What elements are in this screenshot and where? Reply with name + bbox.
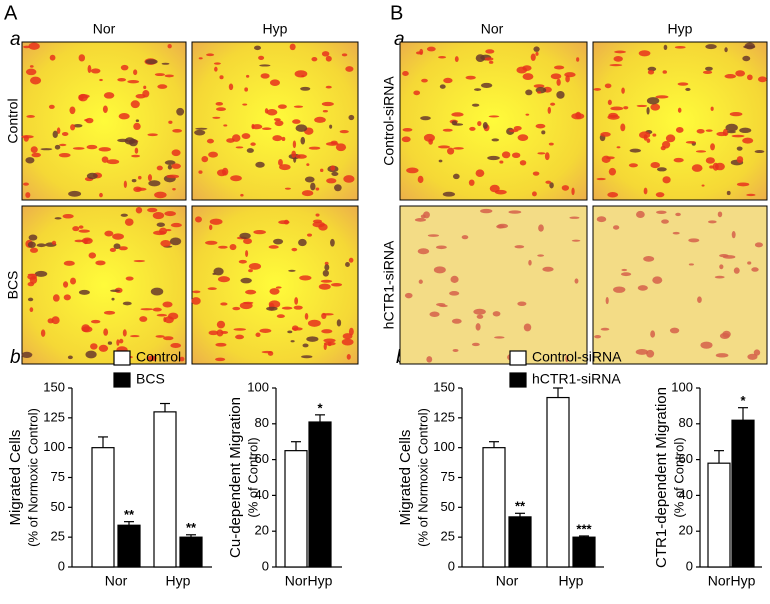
x-tick-label: Nor: [105, 573, 128, 589]
micrograph: [399, 205, 588, 365]
y-tick-label: 150: [43, 379, 65, 394]
legend-swatch: [113, 350, 131, 366]
y-tick-label: 60: [255, 451, 269, 466]
x-tick-label: Hyp: [559, 573, 584, 589]
bar: [508, 516, 532, 568]
bar: [731, 419, 755, 568]
x-tick-label: Hyp: [166, 573, 191, 589]
bar: [91, 447, 115, 568]
y-tick-label: 25: [441, 529, 455, 544]
bar: [153, 411, 177, 568]
legend-swatch: [509, 372, 527, 388]
row-label: BCS: [5, 271, 21, 300]
y-tick-label: 100: [247, 379, 269, 394]
y-tick-label: 50: [441, 499, 455, 514]
y-tick-label: 0: [686, 558, 693, 573]
y-tick-label: 100: [433, 439, 455, 454]
y-tick-label: 150: [433, 379, 455, 394]
bar: [308, 421, 332, 568]
y-axis-label: (% of Control): [245, 437, 260, 517]
significance-label: **: [124, 507, 135, 522]
column-label: Hyp: [263, 21, 288, 37]
y-tick-label: 40: [679, 487, 693, 502]
bar: [572, 536, 596, 568]
y-axis-label: (% of Control): [671, 437, 686, 517]
micrograph: [21, 41, 187, 201]
column-label: Nor: [481, 21, 504, 37]
x-tick-label: Nor: [496, 573, 519, 589]
micrograph: [191, 41, 359, 201]
y-axis-label: Cu-dependent Migration: [227, 397, 244, 558]
micrograph: [592, 205, 768, 365]
legend-label: Control: [136, 349, 181, 365]
legend-label: hCTR1-siRNA: [532, 371, 621, 387]
significance-label: ***: [576, 521, 592, 536]
y-axis-label: (% of Normoxic Control): [415, 408, 430, 547]
y-tick-label: 50: [51, 499, 65, 514]
y-axis-label: Migrated Cells: [7, 430, 24, 526]
x-tick-label: Hyp: [731, 573, 756, 589]
y-tick-label: 40: [255, 487, 269, 502]
y-tick-label: 20: [679, 523, 693, 538]
y-axis-label: CTR1-dependent Migration: [653, 387, 670, 568]
sub-label: b: [10, 347, 21, 368]
y-tick-label: 80: [255, 415, 269, 430]
bar: [707, 462, 731, 568]
y-tick-label: 125: [433, 409, 455, 424]
y-tick-label: 75: [51, 469, 65, 484]
y-axis-label: Migrated Cells: [397, 430, 414, 526]
row-label: Control-siRNA: [381, 76, 397, 166]
x-tick-label: Nor: [285, 573, 308, 589]
significance-label: **: [515, 499, 526, 514]
significance-label: *: [317, 400, 323, 415]
y-tick-label: 100: [43, 439, 65, 454]
panel-letter: B: [390, 2, 403, 24]
bar: [546, 396, 570, 568]
significance-label: **: [186, 520, 197, 535]
micrograph: [592, 41, 768, 201]
y-tick-label: 75: [441, 469, 455, 484]
y-tick-label: 0: [262, 558, 269, 573]
sub-label: a: [10, 29, 21, 50]
bar: [117, 524, 141, 568]
column-label: Hyp: [668, 21, 693, 37]
x-tick-label: Hyp: [308, 573, 333, 589]
micrograph: [191, 205, 359, 365]
bar: [179, 536, 203, 568]
row-label: Control: [5, 98, 21, 143]
y-tick-label: 100: [671, 379, 693, 394]
y-tick-label: 80: [679, 415, 693, 430]
legend-swatch: [509, 350, 527, 366]
significance-label: *: [740, 393, 746, 408]
y-tick-label: 20: [255, 523, 269, 538]
legend-swatch: [113, 372, 131, 388]
legend-label: BCS: [136, 371, 165, 387]
y-axis-label: (% of Normoxic Control): [25, 408, 40, 547]
y-tick-label: 0: [448, 558, 455, 573]
y-tick-label: 125: [43, 409, 65, 424]
legend-label: Control-siRNA: [532, 349, 622, 365]
column-label: Nor: [93, 21, 116, 37]
bar: [482, 447, 506, 568]
sub-label: a: [394, 29, 405, 50]
y-tick-label: 0: [58, 558, 65, 573]
x-tick-label: Nor: [708, 573, 731, 589]
micrograph: [21, 205, 187, 365]
bar: [284, 450, 308, 568]
micrograph: [399, 41, 588, 201]
y-tick-label: 60: [679, 451, 693, 466]
row-label: hCTR1-siRNA: [381, 240, 397, 329]
y-tick-label: 25: [51, 529, 65, 544]
panel-letter: A: [4, 2, 18, 24]
